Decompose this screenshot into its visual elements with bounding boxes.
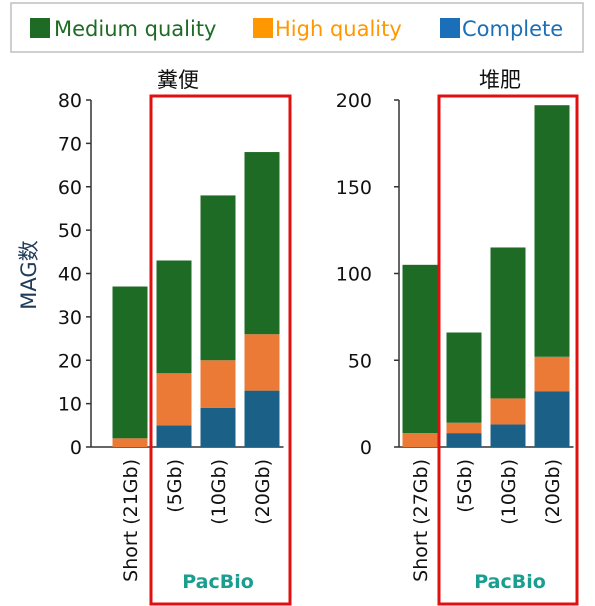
bar-high-quality-short-27gb [402, 433, 438, 447]
bar-complete-20gb [244, 390, 280, 447]
bar-complete-5gb [156, 425, 192, 447]
y-tick-label: 20 [58, 350, 82, 372]
pacbio-highlight-box [437, 94, 579, 606]
category-label: (20Gb) [252, 459, 274, 525]
category-label: (5Gb) [164, 459, 186, 513]
y-tick-label: 80 [58, 90, 82, 112]
pacbio-highlight-box [149, 94, 292, 606]
bar-high-quality-20gb [244, 334, 280, 391]
y-tick-label: 50 [348, 350, 372, 372]
y-tick-label: 100 [336, 264, 372, 286]
legend-label-medium: Medium quality [54, 17, 216, 41]
y-tick-label: 200 [336, 90, 372, 112]
panel-feces: 0 10 20 30 40 50 60 70 80 Short (21Gb) (5Gb) (10Gb)… [58, 90, 292, 606]
legend-label-complete: Complete [462, 17, 563, 41]
bar-complete-10gb [490, 424, 526, 447]
y-axis-label: MAG数 [17, 240, 41, 309]
category-label: (5Gb) [454, 459, 476, 513]
pacbio-group-label: PacBio [474, 571, 546, 593]
y-tick-label: 40 [58, 264, 82, 286]
category-label: Short (27Gb) [410, 459, 432, 582]
bar-medium-quality-5gb [156, 260, 192, 374]
y-tick-label: 150 [336, 177, 372, 199]
bar-high-quality-5gb [446, 422, 482, 434]
bar-complete-10gb [200, 407, 236, 447]
bar-high-quality-10gb [490, 398, 526, 425]
y-tick-label: 0 [360, 437, 372, 459]
legend-swatch-medium [30, 18, 50, 38]
legend-frame [10, 2, 584, 53]
panel-compost: 0 50 100 150 200 Short (27Gb) (5Gb) (10Gb) (20Gb… [336, 90, 579, 606]
panel-title-feces: 糞便 [157, 68, 199, 92]
bar-medium-quality-10gb [490, 247, 526, 399]
y-tick-label: 70 [58, 133, 82, 155]
category-label: (10Gb) [208, 459, 230, 525]
bar-medium-quality-short-27gb [402, 264, 438, 434]
bar-medium-quality-5gb [446, 332, 482, 423]
bar-complete-20gb [534, 391, 570, 447]
bar-high-quality-10gb [200, 360, 236, 408]
bar-medium-quality-20gb [534, 105, 570, 357]
bar-high-quality-short-21gb [112, 438, 148, 447]
category-label: (20Gb) [542, 459, 564, 525]
legend-swatch-high [253, 18, 273, 38]
pacbio-group-label: PacBio [182, 571, 254, 593]
panel-title-compost: 堆肥 [479, 68, 521, 92]
legend: Medium quality High quality Complete [10, 2, 584, 53]
legend-swatch-complete [440, 18, 460, 38]
bar-medium-quality-short-21gb [112, 286, 148, 439]
y-tick-label: 60 [58, 177, 82, 199]
category-label: Short (21Gb) [120, 459, 142, 582]
bar-medium-quality-10gb [200, 195, 236, 361]
legend-label-high: High quality [275, 17, 402, 41]
category-label: (10Gb) [498, 459, 520, 525]
bar-complete-5gb [446, 433, 482, 447]
y-tick-label: 30 [58, 307, 82, 329]
y-tick-label: 50 [58, 220, 82, 242]
bar-high-quality-20gb [534, 356, 570, 392]
y-tick-label: 10 [58, 394, 82, 416]
bar-medium-quality-20gb [244, 152, 280, 335]
y-tick-label: 0 [70, 437, 82, 459]
bar-high-quality-5gb [156, 373, 192, 426]
